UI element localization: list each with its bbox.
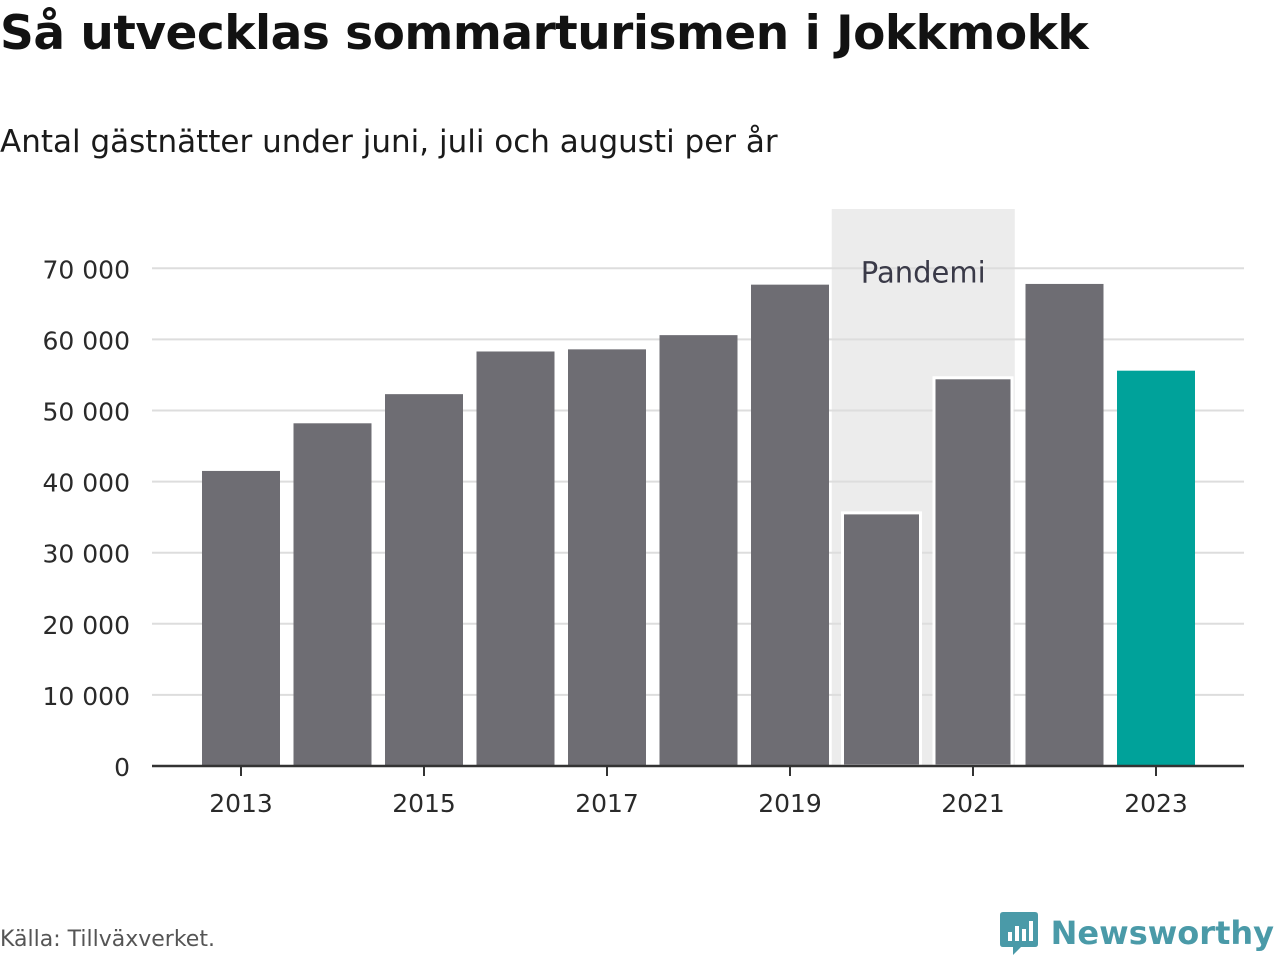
brand-name: Newsworthy (1050, 914, 1274, 952)
source-note: Källa: Tillväxverket. (0, 927, 215, 952)
y-tick-label: 60 000 (43, 326, 130, 355)
x-tick-label: 2023 (1124, 789, 1188, 818)
y-tick-label: 30 000 (43, 540, 130, 569)
bar-2014 (293, 423, 372, 766)
bar-2022 (1025, 283, 1104, 766)
x-tick-label: 2021 (941, 789, 1005, 818)
bar-chart-speech-bubble-icon (999, 910, 1039, 956)
pandemic-label: Pandemi (861, 255, 986, 289)
y-tick-label: 70 000 (43, 255, 130, 284)
bar-2015 (385, 394, 463, 766)
bar-2013 (202, 470, 280, 766)
bar-chart: Pandemi 0 10 000 20 000 30 000 40 000 50 000 60… (43, 209, 1244, 818)
bar-2020 (841, 511, 922, 768)
x-tick-label: 2019 (758, 789, 822, 818)
x-tick-label: 2015 (392, 789, 456, 818)
y-tick-label: 50 000 (43, 398, 130, 427)
chart-title: Så utvecklas sommarturismen i Jokkmokk (0, 6, 1089, 61)
y-tick-label: 0 (114, 753, 130, 782)
bar-2023 (1117, 370, 1195, 766)
bar-2017 (568, 349, 646, 766)
bar-2021 (932, 376, 1014, 768)
x-tick-label: 2013 (209, 789, 273, 818)
brand: Newsworthy (999, 910, 1274, 956)
bar-2016 (476, 351, 555, 766)
bar-2018 (659, 335, 738, 766)
y-tick-label: 10 000 (43, 682, 130, 711)
chart-subtitle: Antal gästnätter under juni, juli och au… (0, 124, 778, 160)
y-tick-label: 40 000 (43, 469, 130, 498)
x-tick-label: 2017 (575, 789, 639, 818)
bar-2019 (751, 284, 829, 766)
y-tick-label: 20 000 (43, 611, 130, 640)
